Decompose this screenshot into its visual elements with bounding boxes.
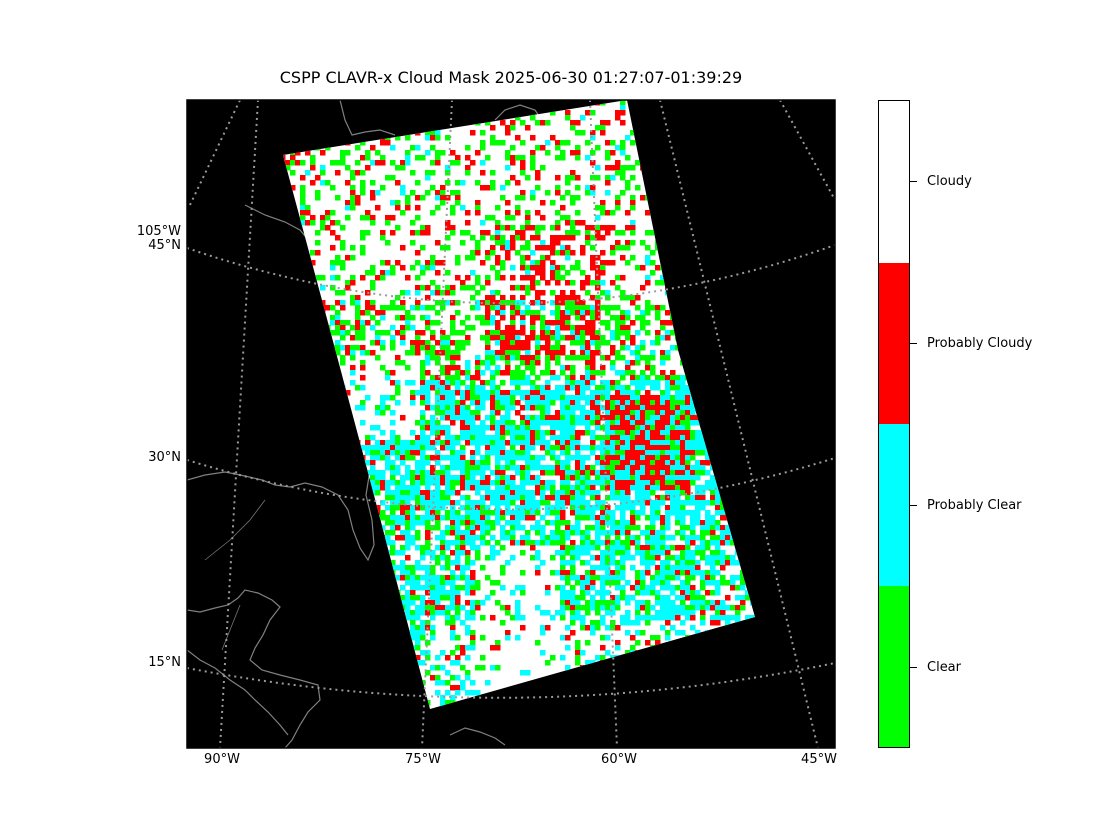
lon-label-45w: 45°W [801,752,837,767]
lat-label-15n: 15°N [148,655,181,670]
colorbar-segment-probably-cloudy [879,262,909,424]
lat-label-30n: 30°N [148,450,181,465]
borders [204,499,266,651]
colorbar-tick [910,343,917,344]
colorbar-label-cloudy: Cloudy [927,174,972,189]
colorbar-label-probably-clear: Probably Clear [927,498,1022,513]
lat-label-45n: 45°N [148,238,181,253]
colorbar-segment-probably-clear [879,424,909,586]
chart-title: CSPP CLAVR-x Cloud Mask 2025-06-30 01:27… [279,68,743,87]
lat-label-105w: 105°W [136,224,181,239]
colorbar-label-probably-cloudy: Probably Cloudy [927,336,1033,351]
colorbar-tick [910,505,917,506]
lon-label-90w: 90°W [204,752,240,767]
colorbar-segment-clear [879,585,909,747]
colorbar-label-clear: Clear [927,660,961,675]
map-frame [186,99,836,749]
lon-label-60w: 60°W [601,752,637,767]
colorbar-tick [910,667,917,668]
colorbar-segment-cloudy [879,101,909,263]
lon-label-75w: 75°W [405,752,441,767]
colorbar-tick [910,181,917,182]
graticule [187,100,835,748]
colorbar [878,100,910,748]
